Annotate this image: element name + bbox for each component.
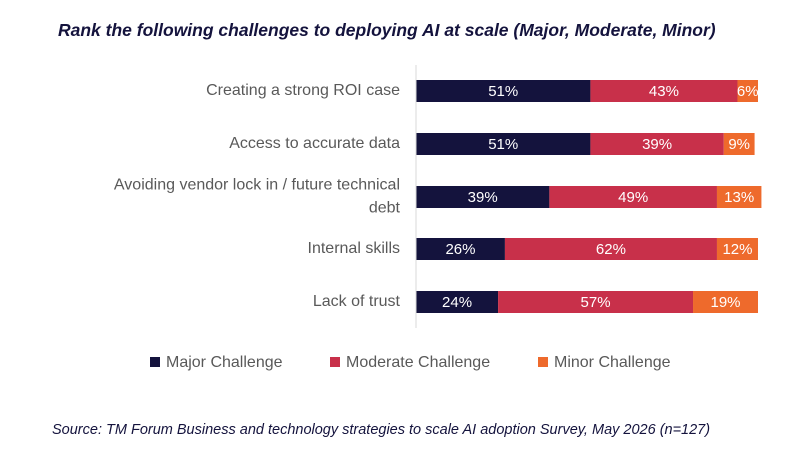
bar-segment-moderate-challenge: [498, 291, 694, 313]
data-label: 51%: [488, 83, 518, 100]
bar-segment-minor-challenge: [693, 291, 758, 313]
source-note: Source: TM Forum Business and technology…: [52, 422, 711, 438]
bar-segment-moderate-challenge: [590, 80, 738, 102]
bar-segment-minor-challenge: [716, 238, 758, 260]
bar-segment-moderate-challenge: [504, 238, 717, 260]
legend-label: Minor Challenge: [554, 354, 671, 371]
legend-label: Moderate Challenge: [346, 354, 490, 371]
data-label: 13%: [724, 189, 754, 206]
category-label: debt: [369, 200, 401, 217]
data-label: 39%: [642, 136, 672, 153]
category-label: Internal skills: [308, 240, 400, 257]
bar-segment-moderate-challenge: [549, 186, 717, 208]
legend: Major Challenge Moderate Challenge Minor C…: [150, 354, 671, 371]
category-label: Avoiding vendor lock in / future technic…: [114, 177, 400, 194]
data-label: 57%: [581, 294, 611, 311]
legend-swatch: [538, 357, 548, 367]
data-label: 6%: [737, 83, 759, 100]
bar-segment-major-challenge: [416, 238, 505, 260]
category-labels: Creating a strong ROI case Access to accu…: [114, 82, 401, 310]
data-label: 62%: [596, 241, 626, 258]
bar-segment-major-challenge: [416, 186, 550, 208]
data-label: 12%: [722, 241, 752, 258]
bar-segment-major-challenge: [416, 291, 499, 313]
data-label: 43%: [649, 83, 679, 100]
category-label: Lack of trust: [313, 293, 401, 310]
bar-segment-minor-challenge: [723, 133, 755, 155]
data-label: 51%: [488, 136, 518, 153]
bar-segment-major-challenge: [416, 133, 591, 155]
legend-label: Major Challenge: [166, 354, 283, 371]
bar-segment-minor-challenge: [737, 80, 758, 102]
category-label: Creating a strong ROI case: [206, 82, 400, 99]
category-label: Access to accurate data: [229, 135, 400, 152]
data-label: 24%: [442, 294, 472, 311]
bar-segment-moderate-challenge: [590, 133, 724, 155]
bars: 51% 43% 6% 51% 39% 9% 39% 49% 13% 26% 62% 12% 24% 57%…: [416, 80, 762, 313]
data-label: 39%: [468, 189, 498, 206]
legend-swatch: [330, 357, 340, 367]
bar-segment-major-challenge: [416, 80, 591, 102]
data-label: 49%: [618, 189, 648, 206]
chart-title: Rank the following challenges to deployi…: [58, 20, 716, 40]
data-label: 19%: [710, 294, 740, 311]
data-label: 26%: [445, 241, 475, 258]
bar-segment-minor-challenge: [716, 186, 762, 208]
legend-swatch: [150, 357, 160, 367]
data-label: 9%: [728, 136, 750, 153]
